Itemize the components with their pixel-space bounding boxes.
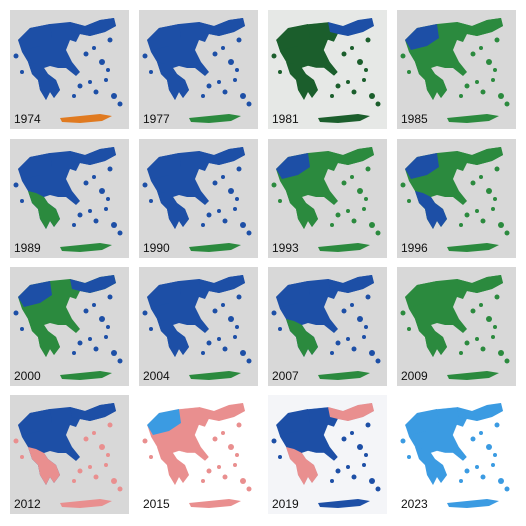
year-label: 2007 bbox=[272, 369, 299, 383]
year-label: 1974 bbox=[14, 112, 41, 126]
map-tile: 2007 bbox=[268, 267, 387, 386]
map-tile: 1974 bbox=[10, 10, 129, 129]
year-label: 1989 bbox=[14, 241, 41, 255]
year-label: 2012 bbox=[14, 497, 41, 511]
map-tile: 1981 bbox=[268, 10, 387, 129]
map-tile: 2023 bbox=[397, 395, 516, 514]
map-tile: 2009 bbox=[397, 267, 516, 386]
year-label: 1996 bbox=[401, 241, 428, 255]
year-label: 1981 bbox=[272, 112, 299, 126]
year-label: 1985 bbox=[401, 112, 428, 126]
year-label: 1993 bbox=[272, 241, 299, 255]
year-label: 1990 bbox=[143, 241, 170, 255]
map-tile: 1989 bbox=[10, 139, 129, 258]
map-tile: 1977 bbox=[139, 10, 258, 129]
map-tile: 1993 bbox=[268, 139, 387, 258]
year-label: 2019 bbox=[272, 497, 299, 511]
map-tile: 1990 bbox=[139, 139, 258, 258]
map-tile: 2000 bbox=[10, 267, 129, 386]
year-label: 2023 bbox=[401, 497, 428, 511]
map-tile: 2019 bbox=[268, 395, 387, 514]
map-tile: 1985 bbox=[397, 10, 516, 129]
year-label: 2004 bbox=[143, 369, 170, 383]
map-tile: 2004 bbox=[139, 267, 258, 386]
map-tile: 1996 bbox=[397, 139, 516, 258]
year-label: 1977 bbox=[143, 112, 170, 126]
year-label: 2015 bbox=[143, 497, 170, 511]
year-label: 2000 bbox=[14, 369, 41, 383]
year-label: 2009 bbox=[401, 369, 428, 383]
map-tile: 2012 bbox=[10, 395, 129, 514]
map-tile: 2015 bbox=[139, 395, 258, 514]
